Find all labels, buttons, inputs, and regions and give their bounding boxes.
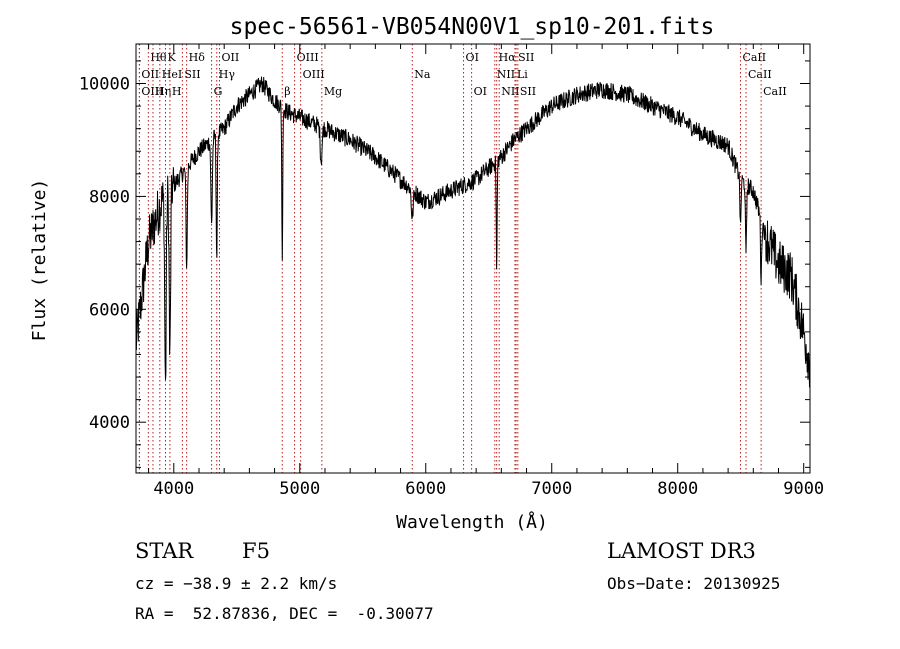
spectral-subclass: F5: [242, 539, 270, 563]
x-tick-label-2: 6000: [405, 479, 446, 499]
axis-layer: 4000 5000 6000 7000 8000 9000 4000 6000 8000 1000…: [79, 44, 824, 499]
x-tick-label-0: 4000: [153, 479, 194, 499]
line-marker-label-4: OIII: [297, 51, 319, 64]
x-tick-label-1: 5000: [279, 479, 320, 499]
x-tick-label-3: 7000: [531, 479, 572, 499]
x-axis-label: Wavelength (Å): [396, 511, 548, 533]
line-marker-label-22: β: [284, 85, 290, 98]
y-tick-label-1: 6000: [89, 300, 130, 320]
line-marker-label-17: CaII: [748, 68, 772, 81]
line-marker-label-11: SII: [184, 68, 200, 81]
plot-frame: [135, 43, 811, 474]
y-axis-label: Flux (relative): [29, 179, 50, 342]
coordinates: RA = 52.87836, DEC = -0.30077: [135, 604, 434, 623]
y-tick-label-0: 4000: [89, 413, 130, 433]
line-marker-label-5: OI: [466, 51, 479, 64]
line-marker-label-2: Hδ: [189, 51, 206, 64]
line-marker-label-18: OIII: [141, 85, 163, 98]
x-tick-label-4: 8000: [657, 479, 698, 499]
line-marker-label-8: CaII: [742, 51, 766, 64]
line-marker-label-0: Hθ: [150, 51, 167, 64]
observation-date: Obs−Date: 20130925: [607, 574, 781, 593]
line-marker-label-21: G: [214, 85, 223, 98]
line-marker-label-16: Li: [517, 68, 528, 81]
line-marker-label-26: SII: [520, 85, 536, 98]
line-marker-label-24: OI: [474, 85, 487, 98]
line-marker-label-3: OII: [222, 51, 240, 64]
line-marker-label-7: SII: [518, 51, 534, 64]
line-marker-label-19: Hη: [155, 85, 171, 98]
spectrum-layer: [135, 76, 811, 388]
line-marker-label-23: Mg: [324, 85, 342, 98]
object-class: STAR: [135, 539, 194, 563]
y-tick-label-3: 10000: [79, 75, 130, 95]
line-marker-label-6: Hα: [499, 51, 517, 64]
line-marker-label-20: H: [172, 85, 182, 98]
line-marker-label-12: Hγ: [219, 68, 236, 81]
line-marker-label-13: OIII: [303, 68, 325, 81]
line-marker-label-14: Na: [414, 68, 431, 81]
line-marker-label-27: CaII: [763, 85, 787, 98]
x-tick-label-5: 9000: [783, 479, 824, 499]
line-marker-label-10: HeI: [162, 68, 182, 81]
line-marker-label-9: OII: [141, 68, 159, 81]
survey-name: LAMOST DR3: [607, 539, 756, 563]
line-marker-label-15: NII: [497, 68, 515, 81]
line-marker-label-1: K: [167, 51, 176, 64]
redshift-velocity: cz = −38.9 ± 2.2 km/s: [135, 574, 338, 593]
y-tick-label-2: 8000: [89, 187, 130, 207]
spectrum-line: [135, 76, 811, 388]
line-marker-label-25: NII: [501, 85, 519, 98]
chart-title: spec-56561-VB054N00V1_sp10-201.fits: [230, 14, 715, 40]
